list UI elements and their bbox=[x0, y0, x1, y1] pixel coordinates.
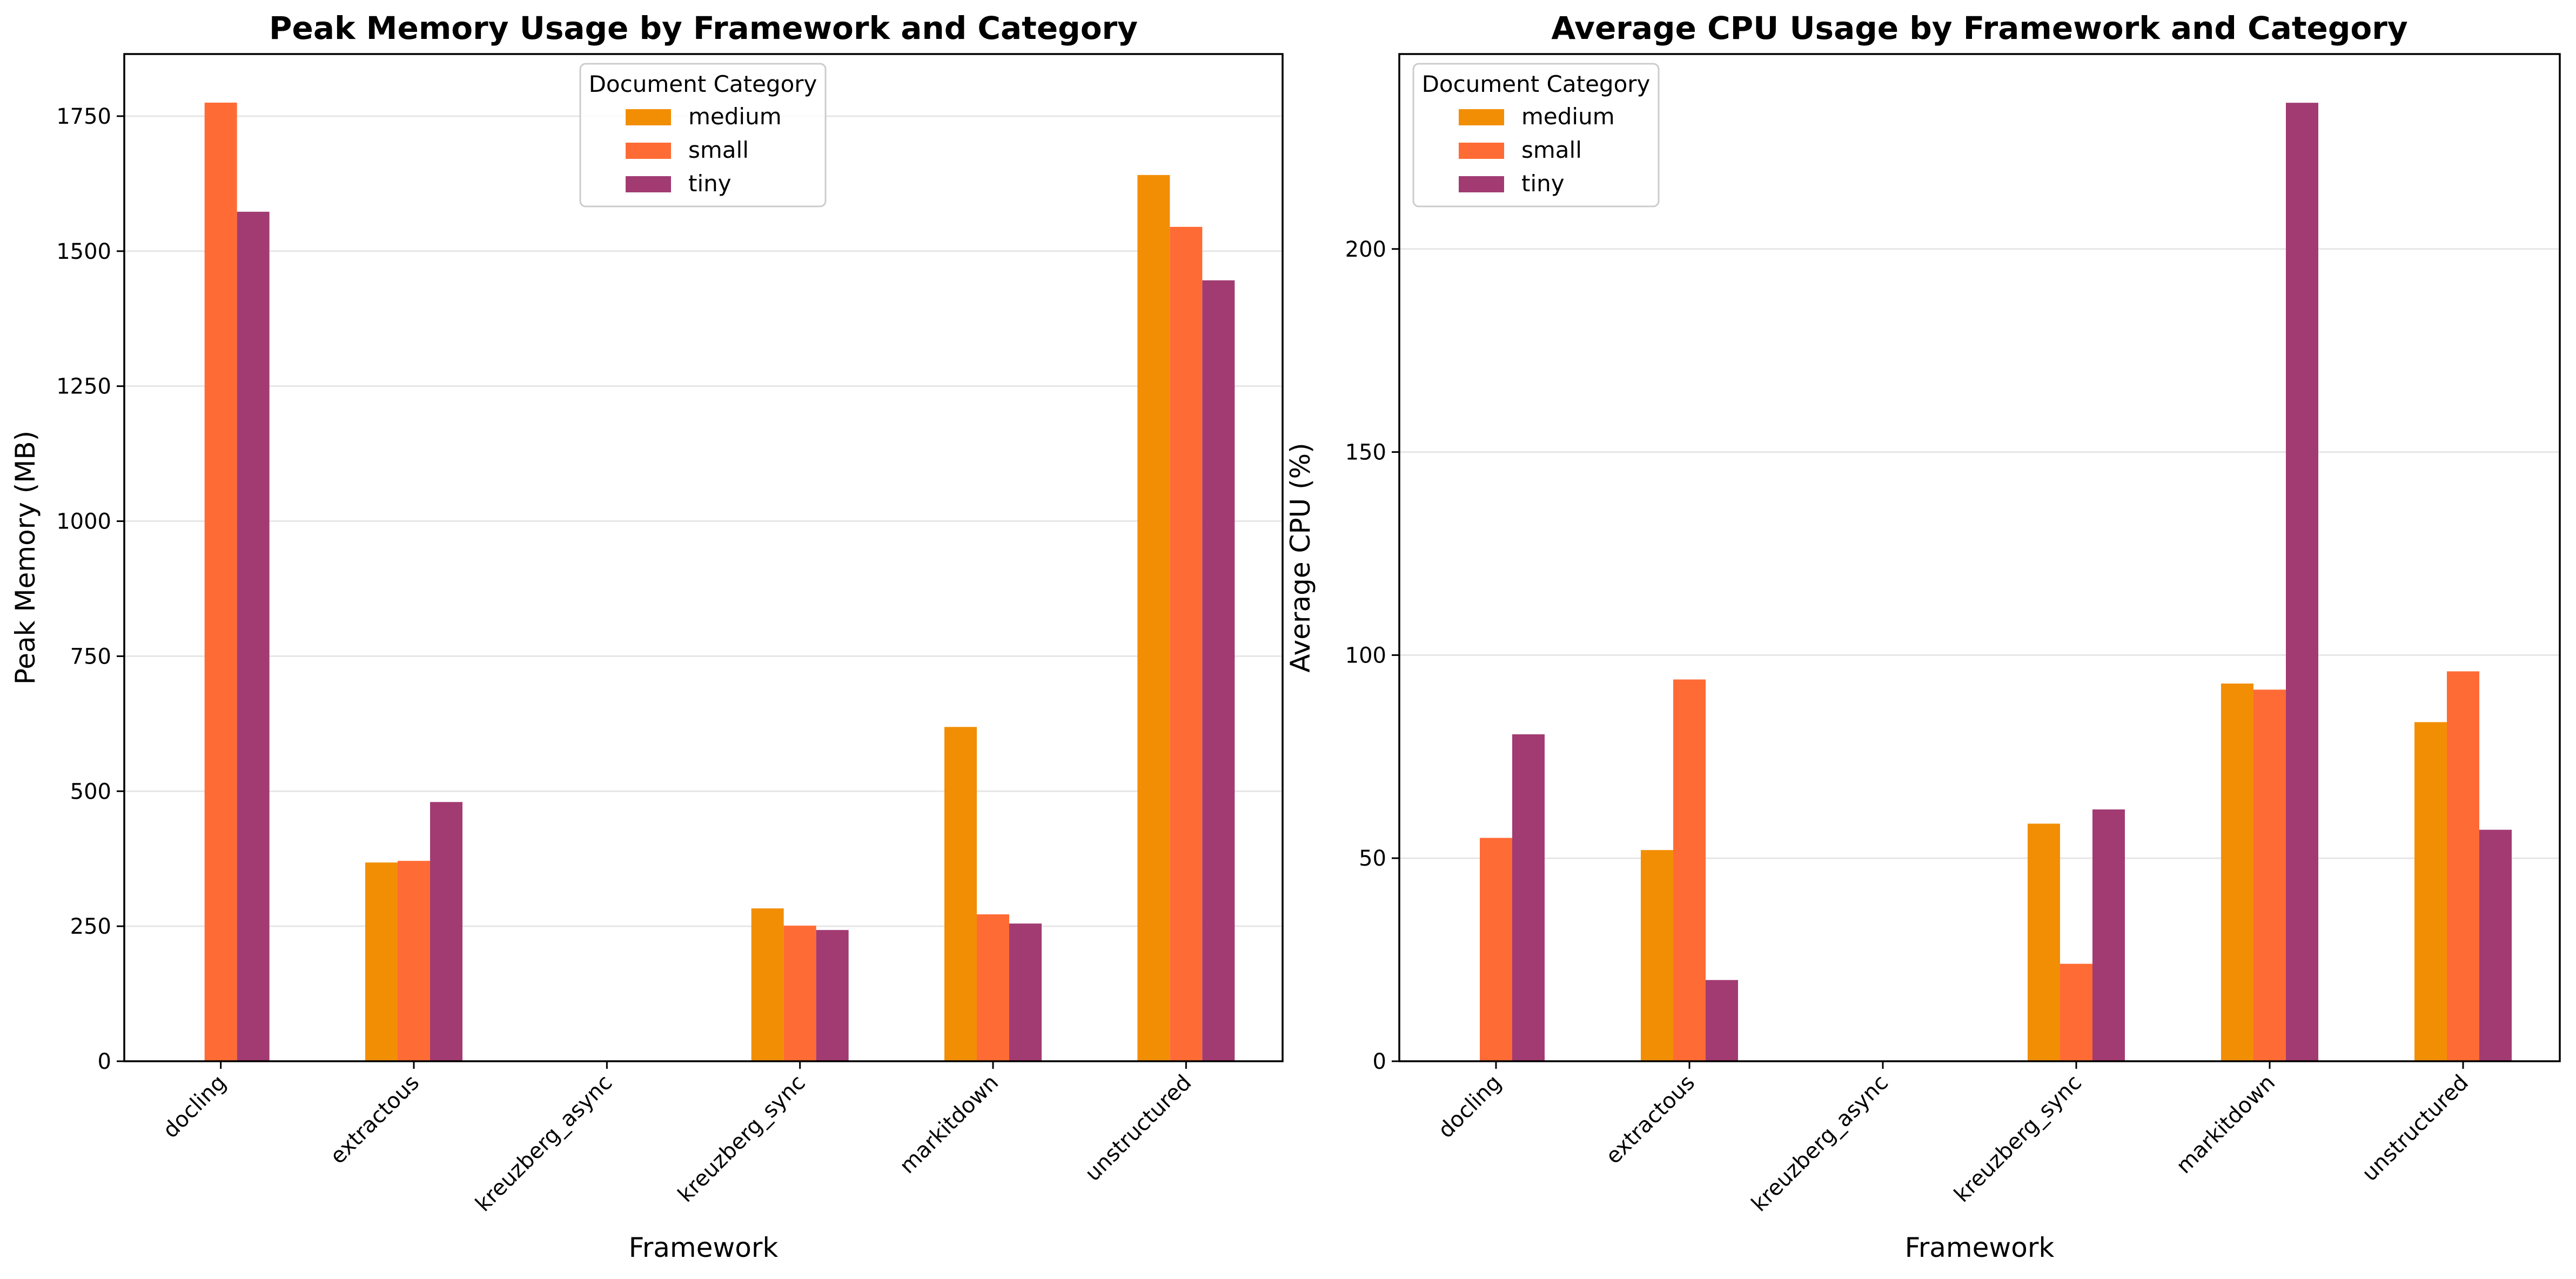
plot-frame bbox=[123, 53, 1284, 1062]
x-tick-label: unstructured bbox=[2357, 1070, 2473, 1187]
y-tick-label: 100 bbox=[1345, 643, 1386, 668]
bar-small-unstructured bbox=[2447, 671, 2479, 1061]
legend-box bbox=[1412, 63, 1660, 207]
legend-swatch-tiny bbox=[1459, 176, 1504, 192]
bar-tiny-docling bbox=[1512, 734, 1545, 1061]
legend-label-small: small bbox=[1521, 137, 1582, 163]
legend-swatch-medium bbox=[626, 109, 671, 125]
legend-title: Document Category bbox=[1422, 71, 1651, 97]
x-axis-label: Framework bbox=[629, 1232, 779, 1263]
y-tick-label: 500 bbox=[70, 779, 111, 804]
bar-medium-extractous bbox=[1641, 850, 1673, 1061]
chart-title: Average CPU Usage by Framework and Categ… bbox=[1551, 10, 2407, 46]
y-tick-label: 250 bbox=[70, 914, 111, 939]
x-tick-label: docling bbox=[1433, 1070, 1506, 1143]
y-axis-label: Average CPU (%) bbox=[1285, 443, 1316, 672]
bar-tiny-extractous bbox=[430, 802, 462, 1061]
bar-small-extractous bbox=[1673, 679, 1706, 1061]
y-tick-label: 150 bbox=[1345, 440, 1386, 465]
bar-medium-kreuzberg_sync bbox=[2028, 823, 2060, 1061]
y-tick-label: 0 bbox=[98, 1049, 111, 1074]
bar-medium-markitdown bbox=[2221, 684, 2253, 1061]
y-tick-label: 200 bbox=[1345, 237, 1386, 262]
x-tick-label: unstructured bbox=[1081, 1070, 1197, 1187]
bar-tiny-markitdown bbox=[2286, 103, 2318, 1061]
x-tick-label: markitdown bbox=[2171, 1070, 2280, 1179]
bar-small-docling bbox=[204, 102, 237, 1061]
x-tick-label: markitdown bbox=[895, 1070, 1003, 1179]
bar-medium-unstructured bbox=[1137, 175, 1170, 1061]
bar-tiny-docling bbox=[237, 211, 270, 1061]
x-tick-label: docling bbox=[158, 1070, 231, 1143]
y-axis-label: Peak Memory (MB) bbox=[10, 431, 41, 685]
y-tick-label: 750 bbox=[70, 644, 111, 669]
bar-tiny-unstructured bbox=[1202, 280, 1235, 1061]
legend-title: Document Category bbox=[589, 71, 817, 97]
legend: Document Category medium small tiny bbox=[1412, 63, 1660, 207]
x-tick-label: extractous bbox=[1601, 1070, 1700, 1169]
bar-medium-unstructured bbox=[2414, 722, 2447, 1061]
cpu-chart: 0 50 100 150 200 docling extractous kreuzberg_a… bbox=[1285, 10, 2561, 1263]
plot-frame bbox=[1398, 53, 2561, 1062]
legend-swatch-small bbox=[626, 143, 671, 159]
bar-small-kreuzberg_sync bbox=[2060, 963, 2092, 1061]
y-tick-label: 50 bbox=[1359, 846, 1386, 871]
y-tick-label: 1500 bbox=[56, 239, 111, 264]
x-tick-label: kreuzberg_async bbox=[1747, 1070, 1893, 1217]
legend-swatch-small bbox=[1459, 143, 1504, 159]
bar-small-markitdown bbox=[2253, 689, 2286, 1061]
x-tick-label: kreuzberg_async bbox=[471, 1070, 617, 1217]
bar-tiny-kreuzberg_sync bbox=[816, 930, 849, 1061]
y-tick-label: 1750 bbox=[56, 104, 111, 129]
bar-medium-extractous bbox=[365, 862, 398, 1061]
legend-label-tiny: tiny bbox=[1521, 170, 1565, 197]
legend-label-medium: medium bbox=[688, 103, 782, 130]
bar-tiny-extractous bbox=[1706, 980, 1738, 1061]
x-tick-label: kreuzberg_sync bbox=[1949, 1070, 2087, 1208]
chart-title: Peak Memory Usage by Framework and Categ… bbox=[269, 10, 1138, 46]
bar-small-markitdown bbox=[977, 914, 1009, 1061]
x-tick-label: kreuzberg_sync bbox=[673, 1070, 810, 1208]
bar-medium-markitdown bbox=[944, 727, 977, 1061]
legend-label-medium: medium bbox=[1521, 103, 1615, 130]
bar-tiny-markitdown bbox=[1009, 923, 1042, 1061]
bar-medium-kreuzberg_sync bbox=[751, 908, 784, 1061]
bar-tiny-kreuzberg_sync bbox=[2092, 809, 2125, 1061]
legend: Document Category medium small tiny bbox=[579, 63, 827, 207]
legend-label-tiny: tiny bbox=[688, 170, 732, 197]
bar-small-docling bbox=[1480, 838, 1512, 1061]
legend-box bbox=[579, 63, 827, 207]
bar-small-unstructured bbox=[1170, 226, 1203, 1062]
y-tick-label: 1000 bbox=[56, 510, 111, 534]
memory-chart: 0 250 500 750 1000 1250 1500 1750 docling extract… bbox=[10, 10, 1284, 1263]
legend-label-small: small bbox=[688, 137, 749, 163]
bar-small-extractous bbox=[398, 861, 430, 1061]
y-tick-label: 0 bbox=[1373, 1049, 1386, 1074]
legend-swatch-tiny bbox=[626, 176, 671, 192]
bar-small-kreuzberg_sync bbox=[783, 926, 816, 1061]
x-axis-label: Framework bbox=[1905, 1232, 2055, 1263]
legend-swatch-medium bbox=[1459, 109, 1504, 125]
bar-tiny-unstructured bbox=[2479, 829, 2512, 1061]
x-tick-label: extractous bbox=[325, 1070, 424, 1169]
y-tick-label: 1250 bbox=[56, 374, 111, 399]
